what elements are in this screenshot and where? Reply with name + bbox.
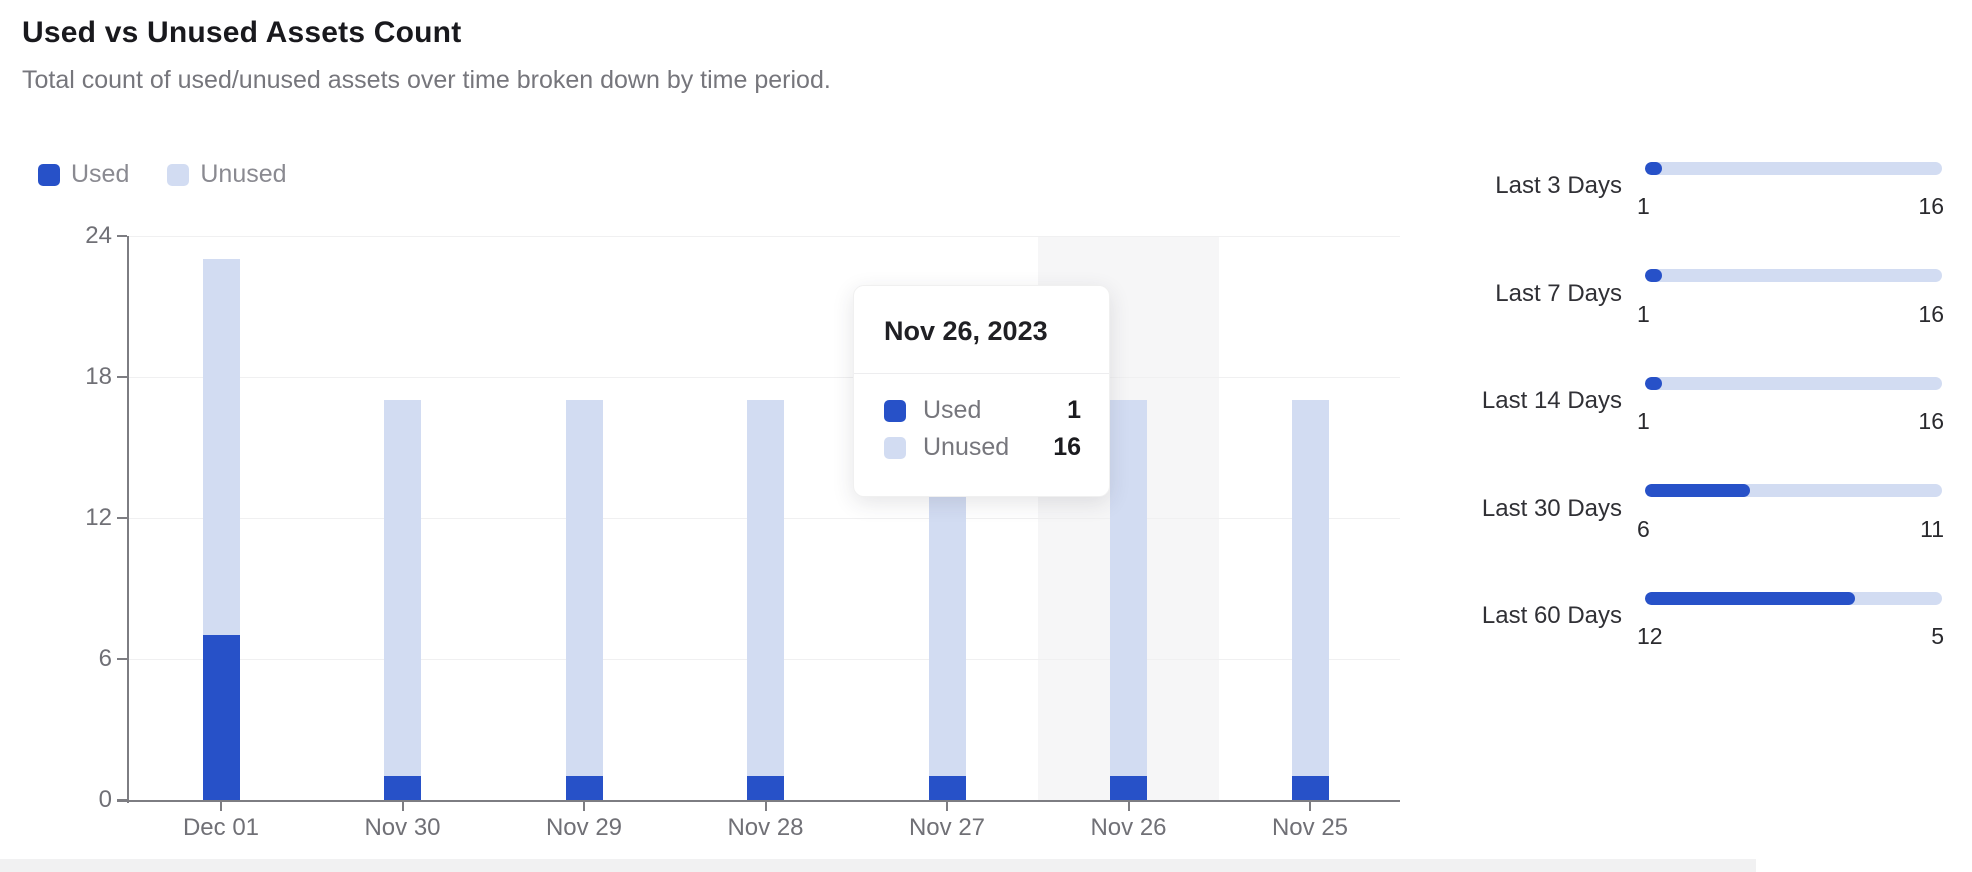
bar-used-nov-25[interactable]	[1291, 776, 1329, 800]
tooltip-series-label: Unused	[923, 433, 1010, 461]
chart-legend: Used Unused	[38, 160, 287, 189]
x-axis-tick	[1309, 802, 1311, 811]
bar-unused-dec-01[interactable]	[202, 259, 240, 635]
bottom-divider	[0, 859, 1756, 872]
tooltip-divider	[854, 373, 1109, 374]
y-axis-label: 6	[98, 645, 112, 672]
page-title: Used vs Unused Assets Count	[22, 16, 462, 49]
bar-chart-plot: 0 6 12 18 24 Dec 01 Nov 30 Nov 29 Nov 28 Nov 27 No…	[85, 223, 1400, 841]
period-unused-value: 16	[1918, 408, 1944, 434]
x-axis-label: Nov 27	[908, 814, 986, 841]
x-axis-tick	[764, 802, 767, 811]
x-axis-tick	[1127, 802, 1130, 811]
period-bar-fill	[1645, 269, 1662, 282]
y-axis-tick	[117, 658, 127, 660]
legend-item-unused[interactable]: Unused	[167, 160, 287, 189]
legend-swatch-icon	[38, 163, 60, 186]
period-label-last-30-days: Last 30 Days	[1481, 494, 1622, 522]
period-label-last-14-days: Last 14 Days	[1481, 387, 1622, 414]
page-subtitle: Total count of used/unused assets over t…	[22, 66, 831, 94]
period-bar-last-3-days[interactable]	[1645, 161, 1942, 175]
gridline	[128, 236, 1400, 237]
period-unused-value: 16	[1918, 300, 1944, 327]
bar-unused-nov-30[interactable]	[384, 400, 421, 776]
tooltip-rows: Used 1 Unused 16	[884, 392, 1081, 466]
y-axis-tick	[117, 235, 127, 237]
x-axis-label: Nov 25	[1271, 814, 1349, 841]
y-axis-line	[127, 236, 129, 803]
x-axis-tick	[946, 802, 948, 811]
y-axis-tick	[117, 517, 127, 519]
tooltip-date: Nov 26, 2023	[884, 316, 1048, 346]
gridline	[128, 377, 1400, 378]
bar-used-nov-28[interactable]	[747, 776, 784, 800]
y-axis-label: 24	[85, 222, 112, 249]
y-axis-label: 0	[98, 786, 112, 813]
legend-label: Used	[71, 160, 130, 188]
tooltip-swatch-icon	[884, 436, 906, 459]
x-axis-tick	[401, 802, 404, 811]
period-bar-last-14-days[interactable]	[1645, 376, 1942, 390]
chart-tooltip: Nov 26, 2023 Used 1 Unused 16	[853, 285, 1110, 497]
period-used-value: 12	[1637, 623, 1663, 649]
legend-swatch-icon	[167, 163, 190, 186]
x-axis-line	[117, 800, 1400, 802]
y-axis-label: 12	[85, 504, 112, 531]
x-axis-tick	[220, 802, 222, 811]
x-axis-label: Nov 29	[545, 814, 623, 841]
y-axis-tick	[117, 376, 127, 378]
period-used-value: 1	[1637, 408, 1650, 434]
period-values-last-7-days: 1 16	[1637, 300, 1944, 327]
x-axis-label: Nov 26	[1090, 814, 1167, 841]
period-bar-fill	[1645, 591, 1855, 605]
period-values-last-60-days: 12 5	[1637, 624, 1944, 649]
tooltip-series-value: 1	[1067, 396, 1081, 424]
bar-unused-nov-29[interactable]	[565, 400, 603, 776]
period-bar-last-7-days[interactable]	[1645, 269, 1942, 282]
period-label-last-7-days: Last 7 Days	[1495, 279, 1622, 307]
bar-used-nov-26[interactable]	[1110, 776, 1147, 800]
period-bar-fill	[1645, 161, 1662, 175]
tooltip-row-unused: Unused 16	[884, 429, 1081, 466]
period-used-value: 1	[1637, 300, 1650, 327]
bar-used-dec-01[interactable]	[202, 635, 240, 800]
legend-label: Unused	[200, 160, 287, 188]
bar-unused-nov-28[interactable]	[747, 400, 784, 776]
tooltip-series-value: 16	[1053, 433, 1081, 461]
legend-item-used[interactable]: Used	[38, 160, 129, 189]
bar-used-nov-27[interactable]	[928, 776, 966, 800]
period-label-last-60-days: Last 60 Days	[1481, 602, 1622, 629]
period-unused-value: 11	[1920, 515, 1944, 542]
bar-unused-nov-25[interactable]	[1291, 400, 1329, 776]
period-bar-last-30-days[interactable]	[1645, 484, 1942, 497]
period-bar-fill	[1645, 376, 1662, 390]
y-axis-tick	[117, 799, 127, 801]
period-values-last-14-days: 1 16	[1637, 409, 1944, 434]
tooltip-series-label: Used	[923, 396, 982, 424]
x-axis-label: Nov 30	[364, 814, 441, 841]
bar-used-nov-29[interactable]	[565, 776, 603, 800]
x-axis-label: Nov 28	[727, 814, 804, 841]
y-axis-label: 18	[85, 363, 112, 390]
period-unused-value: 5	[1931, 623, 1944, 649]
tooltip-row-used: Used 1	[884, 392, 1081, 429]
period-values-last-30-days: 6 11	[1637, 515, 1944, 542]
period-unused-value: 16	[1918, 193, 1944, 219]
bar-used-nov-30[interactable]	[384, 776, 421, 800]
period-used-value: 6	[1637, 515, 1650, 542]
bar-unused-nov-26[interactable]	[1110, 400, 1147, 776]
x-axis-label: Dec 01	[182, 814, 260, 841]
tooltip-swatch-icon	[884, 399, 906, 422]
period-bar-fill	[1645, 484, 1750, 497]
period-bar-last-60-days[interactable]	[1645, 591, 1942, 605]
period-used-value: 1	[1637, 193, 1650, 219]
period-label-last-3-days: Last 3 Days	[1495, 172, 1622, 199]
period-values-last-3-days: 1 16	[1637, 194, 1944, 219]
x-axis-tick	[583, 802, 585, 811]
